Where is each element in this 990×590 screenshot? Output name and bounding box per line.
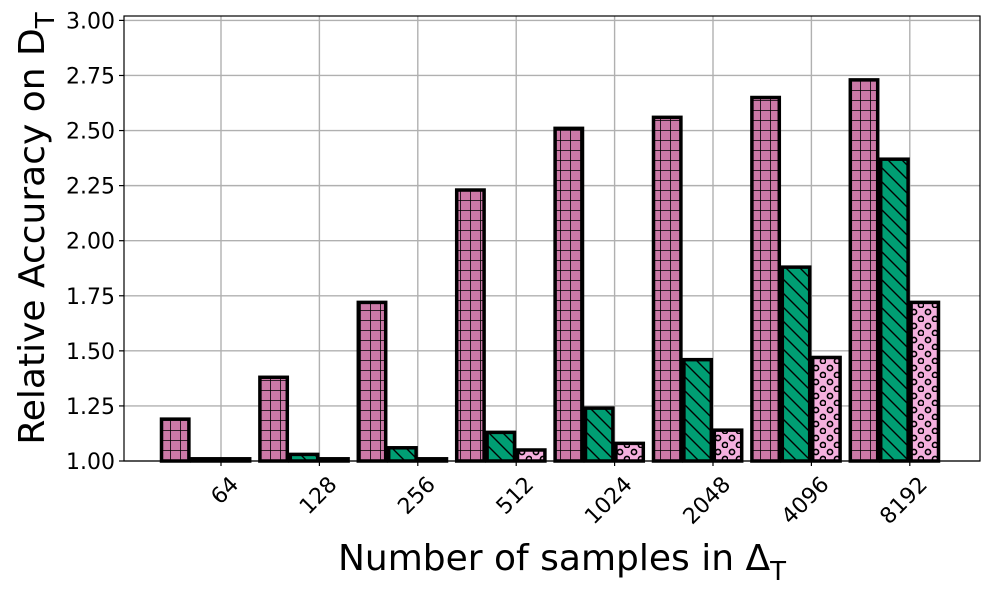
plot-frame	[123, 15, 981, 462]
y-axis-label: Relative Accuracy on DT	[12, 12, 61, 444]
bar-series-2-512	[485, 430, 517, 463]
bar-series-2-256	[386, 446, 418, 463]
bar-series-2-1024	[583, 406, 615, 463]
x-tick-label: 512	[492, 472, 539, 519]
bar-series-1-1024	[553, 126, 585, 463]
x-tick-label: 8192	[876, 472, 933, 529]
bar-series-2-128	[288, 452, 320, 463]
bar-series-1-4096	[750, 95, 782, 463]
y-tick-label: 2.00	[66, 230, 115, 255]
bar-series-1-2048	[651, 115, 683, 463]
x-tick-label: 1024	[580, 472, 637, 529]
bar-series-3-1024	[614, 441, 646, 463]
bar-series-2-8192	[878, 157, 910, 463]
x-axis-label: Number of samples in ΔT	[338, 538, 786, 587]
bar-series-1-64	[159, 417, 191, 463]
y-tick-label: 1.00	[66, 450, 115, 475]
bar-series-1-256	[356, 300, 388, 463]
x-tick-label: 128	[295, 472, 342, 519]
bar-series-3-4096	[810, 355, 842, 463]
x-tick-label: 64	[207, 472, 244, 509]
bar-series-1-8192	[848, 78, 880, 463]
bar-series-1-128	[258, 375, 290, 463]
x-tick-label: 2048	[679, 472, 736, 529]
bar-series-2-2048	[682, 357, 714, 463]
y-tick-label: 2.50	[66, 120, 115, 145]
x-ticks: 64 128 256 512 1024 2048 4096 8192	[207, 461, 933, 530]
bar-series-3-2048	[712, 428, 744, 463]
y-ticks: 1.00 1.25 1.50 1.75 2.00 2.25 2.50 2.75 3.00	[66, 9, 124, 475]
y-tick-label: 3.00	[66, 9, 115, 34]
y-tick-label: 2.25	[66, 175, 115, 200]
x-tick-label: 256	[393, 472, 440, 519]
bar-series-3-8192	[909, 300, 941, 463]
y-tick-label: 1.25	[66, 395, 115, 420]
bars	[159, 78, 941, 463]
y-tick-label: 2.75	[66, 64, 115, 89]
y-tick-label: 1.75	[66, 285, 115, 310]
bar-series-3-512	[515, 448, 547, 463]
y-tick-label: 1.50	[66, 340, 115, 365]
bar-series-2-4096	[780, 265, 812, 463]
bar-series-1-512	[454, 188, 486, 463]
x-tick-label: 4096	[777, 472, 834, 529]
